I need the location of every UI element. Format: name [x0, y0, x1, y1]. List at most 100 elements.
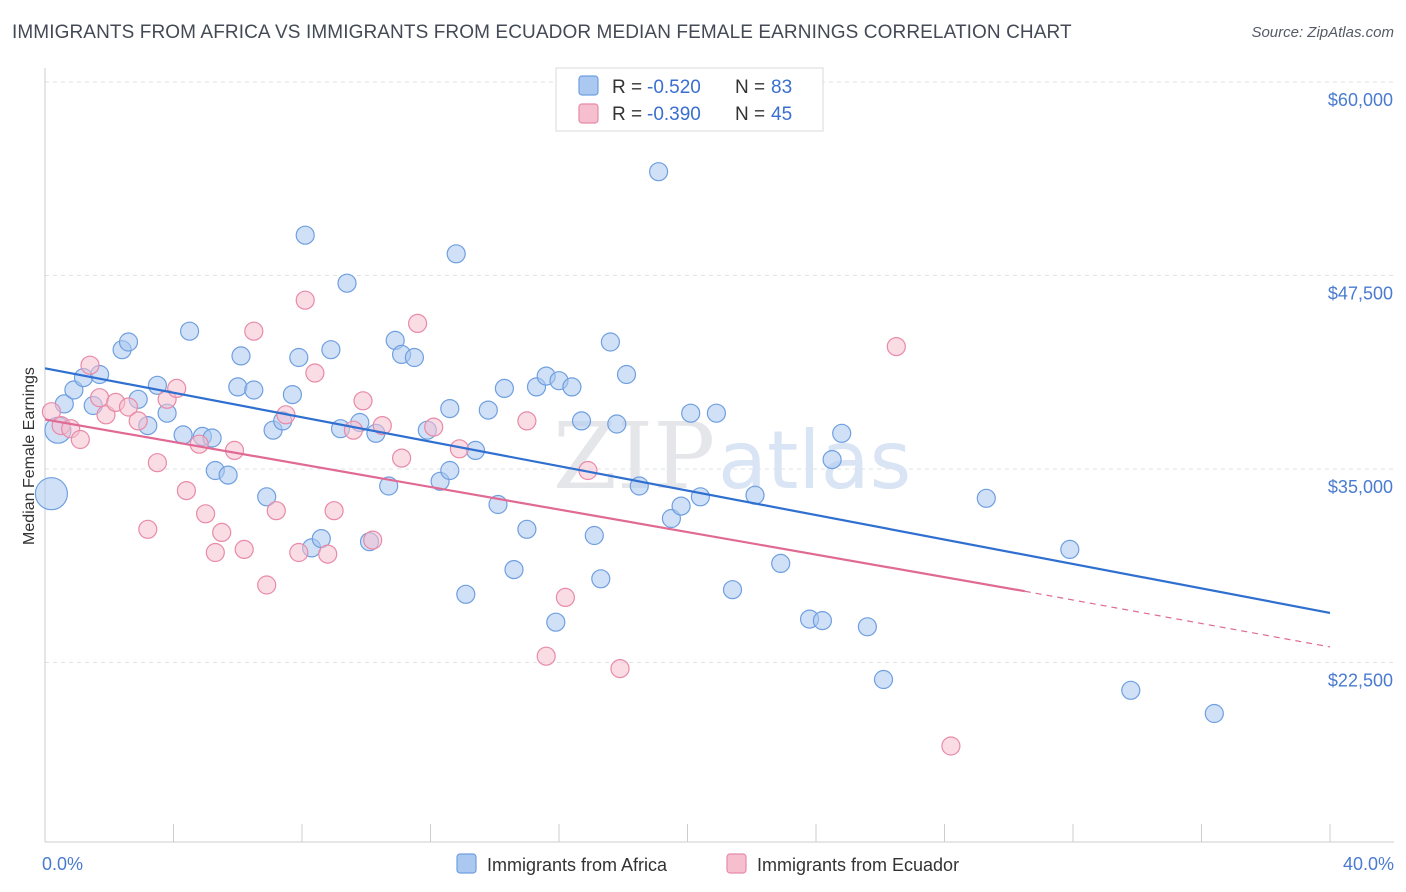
data-point	[173, 425, 193, 445]
bottom-legend-label-africa: Immigrants from Africa	[487, 855, 668, 875]
data-point	[176, 481, 196, 501]
data-point	[372, 416, 392, 436]
data-point	[722, 580, 743, 600]
data-point	[671, 496, 691, 516]
data-point	[257, 487, 277, 507]
data-point	[456, 584, 476, 604]
source-label: Source: ZipAtlas.com	[1251, 24, 1394, 41]
y-tick-labels: $22,500 $35,000 $47,500 $60,000	[1328, 90, 1393, 691]
data-point	[571, 411, 592, 431]
legend-swatch-ecuador	[578, 103, 599, 124]
data-point	[832, 423, 852, 443]
trend-line-1	[44, 418, 1026, 593]
x-tick-label-max: 40.0%	[1343, 854, 1394, 874]
data-point	[266, 501, 286, 521]
data-point	[648, 162, 669, 182]
data-point	[118, 397, 139, 417]
data-point	[189, 434, 209, 454]
data-point	[128, 411, 148, 431]
data-point	[1204, 703, 1224, 724]
data-point	[305, 363, 325, 383]
data-point	[600, 332, 621, 352]
data-point	[289, 347, 309, 368]
legend-r-label-africa: R =	[612, 77, 642, 98]
data-point	[494, 378, 514, 398]
data-point	[616, 364, 637, 385]
legend-swatch-africa	[578, 75, 599, 96]
data-point	[321, 340, 341, 360]
data-point	[70, 429, 90, 450]
data-point	[771, 553, 791, 574]
data-point	[196, 504, 216, 524]
legend-n-label-africa: N =	[735, 77, 765, 98]
data-point	[610, 658, 630, 679]
data-point	[180, 321, 200, 341]
legend-r-value-africa: -0.520	[647, 77, 701, 98]
data-point	[118, 332, 139, 352]
y-tick-label: $35,000	[1328, 477, 1393, 497]
legend-n-value-africa: 83	[771, 77, 792, 98]
data-point	[289, 542, 309, 563]
data-point	[257, 575, 277, 595]
data-point	[478, 400, 498, 420]
data-point	[147, 453, 167, 473]
data-point	[404, 347, 424, 368]
data-point	[343, 420, 363, 440]
data-point	[546, 612, 566, 632]
data-point	[337, 273, 357, 293]
watermark: ZIP atlas	[553, 403, 911, 510]
bottom-legend-swatch-africa	[456, 853, 477, 874]
y-tick-label: $60,000	[1328, 90, 1393, 110]
x-tick-label-min: 0.0%	[42, 854, 83, 874]
data-point	[1121, 680, 1141, 700]
y-tick-label: $22,500	[1328, 670, 1393, 690]
data-point	[584, 525, 604, 546]
data-point	[607, 414, 627, 434]
data-point	[591, 569, 611, 589]
data-point	[231, 346, 251, 366]
data-point	[812, 610, 833, 631]
data-point	[424, 417, 444, 437]
data-point	[318, 544, 338, 564]
data-point	[562, 377, 582, 397]
data-point	[857, 617, 878, 637]
data-point	[295, 290, 315, 310]
trend-lines	[44, 367, 1331, 648]
data-point	[205, 542, 225, 563]
data-point	[706, 403, 727, 423]
data-point	[324, 501, 344, 521]
data-point	[34, 477, 69, 511]
series-ecuador-points	[41, 290, 961, 756]
data-point	[353, 391, 373, 411]
data-point	[517, 411, 537, 431]
data-point	[138, 519, 158, 539]
bottom-legend-label-ecuador: Immigrants from Ecuador	[757, 855, 959, 875]
data-point	[681, 403, 701, 423]
data-point	[212, 522, 232, 543]
bottom-legend-swatch-ecuador	[726, 853, 747, 874]
data-point	[555, 587, 576, 608]
data-point	[504, 559, 524, 580]
series-legend: Immigrants from Africa Immigrants from E…	[456, 853, 959, 875]
data-point	[1060, 539, 1080, 560]
data-point	[80, 355, 100, 375]
data-point	[822, 450, 842, 470]
data-point	[224, 440, 245, 460]
data-point	[363, 530, 383, 550]
correlation-legend: R = -0.520 N = 83 R = -0.390 N = 45	[555, 67, 824, 132]
data-point	[295, 225, 315, 245]
legend-r-value-ecuador: -0.390	[647, 104, 701, 125]
y-tick-label: $47,500	[1328, 283, 1393, 303]
data-point	[690, 487, 711, 507]
data-point	[282, 385, 302, 405]
y-axis-label: Median Female Earnings	[21, 367, 38, 545]
data-point	[440, 399, 460, 419]
data-point	[408, 313, 428, 333]
data-point	[941, 736, 961, 756]
data-point	[89, 388, 110, 408]
data-point	[228, 377, 248, 397]
data-point	[244, 321, 264, 341]
legend-n-label-ecuador: N =	[735, 104, 765, 125]
chart-title: IMMIGRANTS FROM AFRICA VS IMMIGRANTS FRO…	[12, 22, 1072, 43]
axes	[44, 68, 1394, 843]
